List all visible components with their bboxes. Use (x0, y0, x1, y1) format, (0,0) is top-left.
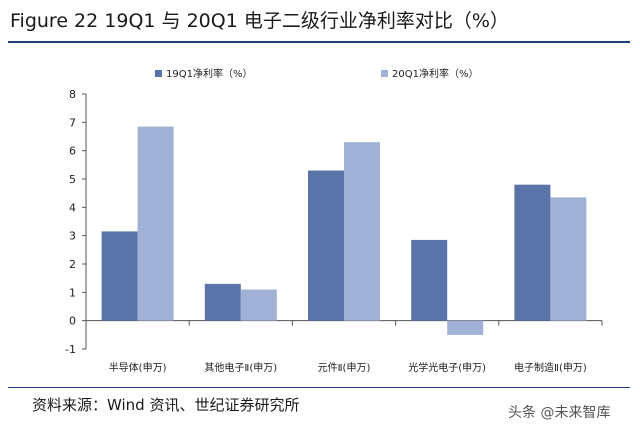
y-tick-label: -1 (65, 343, 76, 356)
legend-swatch (155, 70, 162, 77)
bar-19q1 (514, 184, 551, 321)
y-tick-label: 5 (69, 173, 76, 186)
bar-20q1 (137, 126, 174, 321)
y-tick-label: 1 (69, 286, 76, 299)
x-tick-label: 其他电子Ⅱ(申万) (204, 361, 277, 374)
legend-label: 19Q1净利率（%） (166, 67, 252, 80)
bar-19q1 (308, 170, 344, 321)
bar-19q1 (101, 231, 138, 321)
bar-20q1 (344, 142, 380, 321)
x-tick-label: 半导体(申万) (109, 361, 167, 374)
bar-20q1 (447, 320, 484, 335)
source-note: 资料来源：Wind 资讯、世纪证券研究所 (32, 396, 300, 414)
bar-19q1 (204, 283, 241, 321)
y-tick-label: 7 (69, 116, 76, 129)
bottom-rule (8, 387, 630, 388)
bar-20q1 (550, 197, 587, 321)
bar-19q1 (411, 239, 448, 321)
y-tick-label: 0 (69, 315, 76, 328)
watermark: 头条 @未来智库 (508, 405, 611, 421)
figure-title: Figure 22 19Q1 与 20Q1 电子二级行业净利率对比（%） (10, 10, 509, 32)
x-tick-label: 电子制造Ⅱ(申万) (514, 361, 587, 374)
y-tick-label: 4 (69, 201, 76, 214)
x-tick-label: 光学光电子(申万) (408, 361, 486, 374)
y-tick-label: 3 (69, 230, 76, 243)
title-rule (8, 41, 630, 43)
y-tick-label: 8 (69, 88, 76, 101)
bar-20q1 (240, 289, 277, 321)
legend-swatch (381, 70, 388, 77)
y-tick-label: 2 (69, 258, 76, 271)
y-tick-label: 6 (69, 145, 76, 158)
legend-label: 20Q1净利率（%） (392, 67, 478, 80)
x-tick-label: 元件Ⅱ(申万) (318, 361, 371, 374)
